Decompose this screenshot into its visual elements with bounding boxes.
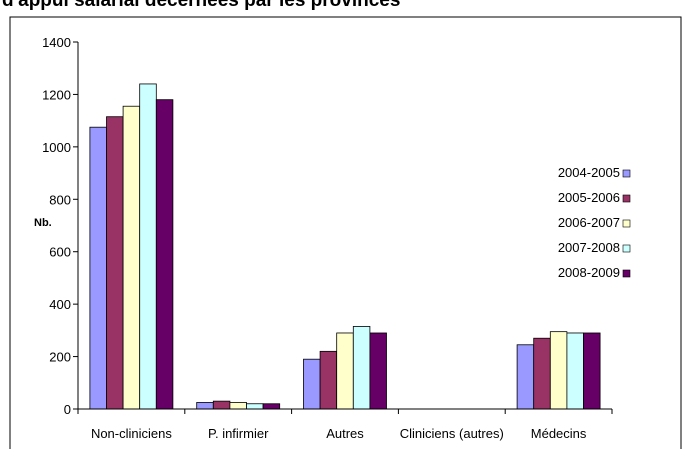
bar: [122, 105, 141, 410]
bar: [516, 344, 535, 410]
bar: [566, 332, 584, 410]
bar: [549, 331, 568, 410]
y-tick-label: 200: [49, 350, 71, 365]
bar: [246, 403, 264, 410]
x-tick-label: Médecins: [531, 426, 587, 441]
x-tick-label: Autres: [326, 426, 364, 441]
y-tick-label: 600: [49, 245, 71, 260]
legend-label: 2008-2009: [558, 265, 620, 280]
bar: [106, 116, 124, 410]
bar: [583, 332, 601, 410]
bar: [319, 350, 338, 410]
chart-title: d'appui salarial décernées par les provi…: [2, 0, 400, 11]
x-tick-label: Non-cliniciens: [91, 426, 172, 441]
legend-label: 2007-2008: [558, 240, 620, 255]
legend-label: 2004-2005: [558, 165, 620, 180]
chart-frame: [9, 16, 682, 449]
x-tick-label: P. infirmier: [208, 426, 269, 441]
bar: [139, 83, 157, 410]
y-tick-label: 400: [49, 297, 71, 312]
legend-swatch: [622, 244, 631, 253]
y-tick-label: 1400: [42, 35, 71, 50]
bar: [369, 332, 387, 410]
bar: [336, 332, 354, 410]
bar: [229, 402, 247, 410]
bar: [89, 126, 107, 410]
bar: [352, 326, 371, 410]
bar: [303, 358, 321, 410]
bar: [196, 402, 214, 410]
bar: [533, 337, 551, 410]
legend-swatch: [622, 219, 631, 228]
y-tick-label: 0: [64, 402, 71, 417]
legend-swatch: [622, 169, 631, 178]
x-tick-label: Cliniciens (autres): [400, 426, 504, 441]
y-tick-label: 1000: [42, 140, 71, 155]
bar: [155, 99, 174, 410]
y-axis-label: Nb.: [34, 217, 52, 229]
legend-swatch: [622, 194, 631, 203]
y-tick-label: 1200: [42, 87, 71, 102]
legend-label: 2005-2006: [558, 190, 620, 205]
bar: [212, 400, 231, 410]
legend-swatch: [622, 269, 631, 278]
y-tick-label: 800: [49, 192, 71, 207]
legend-label: 2006-2007: [558, 215, 620, 230]
bar: [262, 403, 281, 410]
